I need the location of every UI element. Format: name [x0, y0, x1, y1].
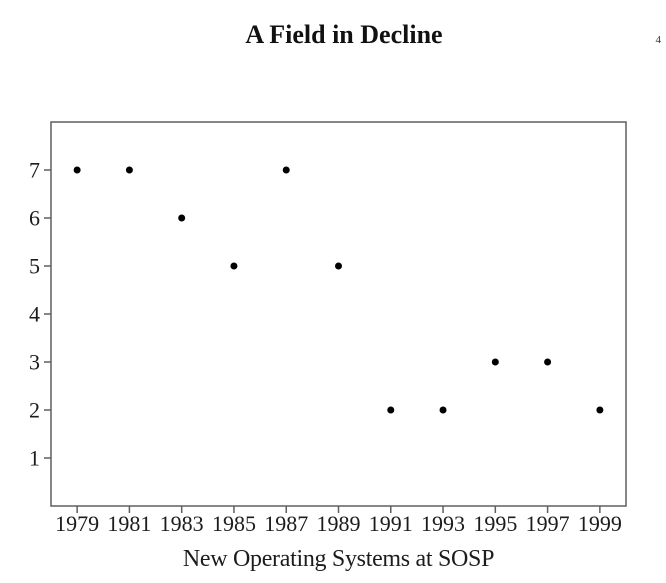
y-tick-label: 1 — [29, 446, 40, 471]
y-tick-label: 6 — [29, 206, 40, 231]
data-point — [178, 214, 186, 222]
data-point — [125, 166, 133, 174]
chart-title: A Field in Decline — [245, 20, 443, 49]
x-tick-label: 1997 — [526, 511, 570, 536]
data-point — [491, 358, 499, 366]
x-tick-label: 1979 — [55, 511, 99, 536]
data-point — [73, 166, 81, 174]
data-point — [335, 262, 342, 270]
y-tick-label: 5 — [29, 254, 40, 279]
x-tick-label: 1987 — [264, 511, 308, 536]
x-tick-label: 1989 — [317, 511, 361, 536]
y-tick-label: 3 — [29, 350, 40, 375]
x-axis-title: New Operating Systems at SOSP — [183, 546, 494, 572]
data-point — [544, 358, 552, 366]
data-point — [282, 166, 290, 174]
y-tick-label: 2 — [29, 398, 40, 423]
plot-frame — [50, 121, 627, 507]
x-tick-label: 1981 — [107, 511, 151, 536]
page-number: 4 — [655, 34, 662, 46]
x-tick-label: 1995 — [473, 511, 517, 536]
data-point — [596, 406, 604, 414]
x-tick-label: 1983 — [160, 511, 204, 536]
data-point — [387, 406, 395, 414]
data-point — [230, 262, 238, 270]
x-tick-label: 1991 — [369, 511, 413, 536]
data-point — [439, 406, 447, 414]
y-tick-label: 4 — [29, 302, 40, 327]
x-tick-label: 1993 — [421, 511, 465, 536]
x-tick-label: 1999 — [578, 511, 622, 536]
x-tick-label: 1985 — [212, 511, 256, 536]
y-tick-label: 7 — [29, 158, 40, 183]
